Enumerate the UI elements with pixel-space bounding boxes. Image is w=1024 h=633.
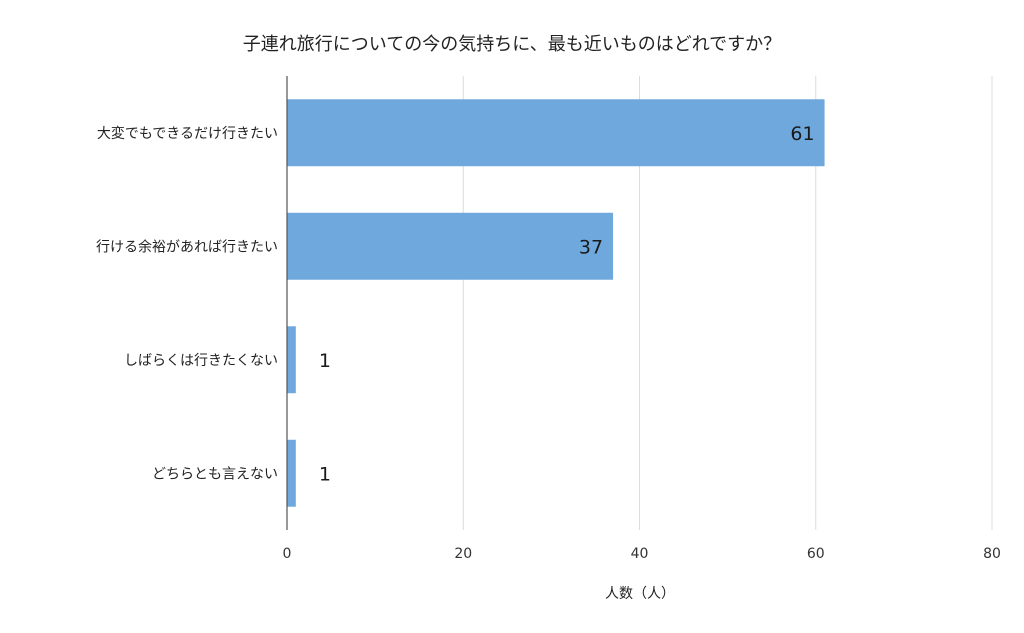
data-label: 37 [579,236,603,258]
category-label: 大変でもできるだけ行きたい [97,125,278,142]
x-tick-label: 0 [283,546,292,562]
data-label: 61 [790,123,814,145]
x-tick-label: 60 [807,546,825,562]
bar [287,212,614,280]
data-label: 1 [319,463,331,485]
category-labels: 大変でもできるだけ行きたい行ける余裕があれば行きたいしばらくは行きたくないどちら… [96,125,278,483]
category-label: どちらとも言えない [152,466,278,482]
chart-title: 子連れ旅行についての今の気持ちに、最も近いものはどれですか？ [243,34,781,55]
category-label: 行ける余裕があれば行きたい [96,238,278,255]
category-label: しばらくは行きたくない [124,353,278,369]
bar [287,99,825,167]
data-labels: 61 37 1 1 [319,123,815,486]
x-tick-label: 80 [983,546,1001,562]
x-axis-title: 人数（人） [605,586,675,602]
data-label: 1 [319,350,331,372]
bar [287,439,296,507]
bars [287,99,825,507]
x-axis-ticks: 0 20 40 60 80 [283,546,1001,562]
x-tick-label: 40 [631,546,649,562]
x-tick-label: 20 [454,546,472,562]
bar [287,326,296,394]
